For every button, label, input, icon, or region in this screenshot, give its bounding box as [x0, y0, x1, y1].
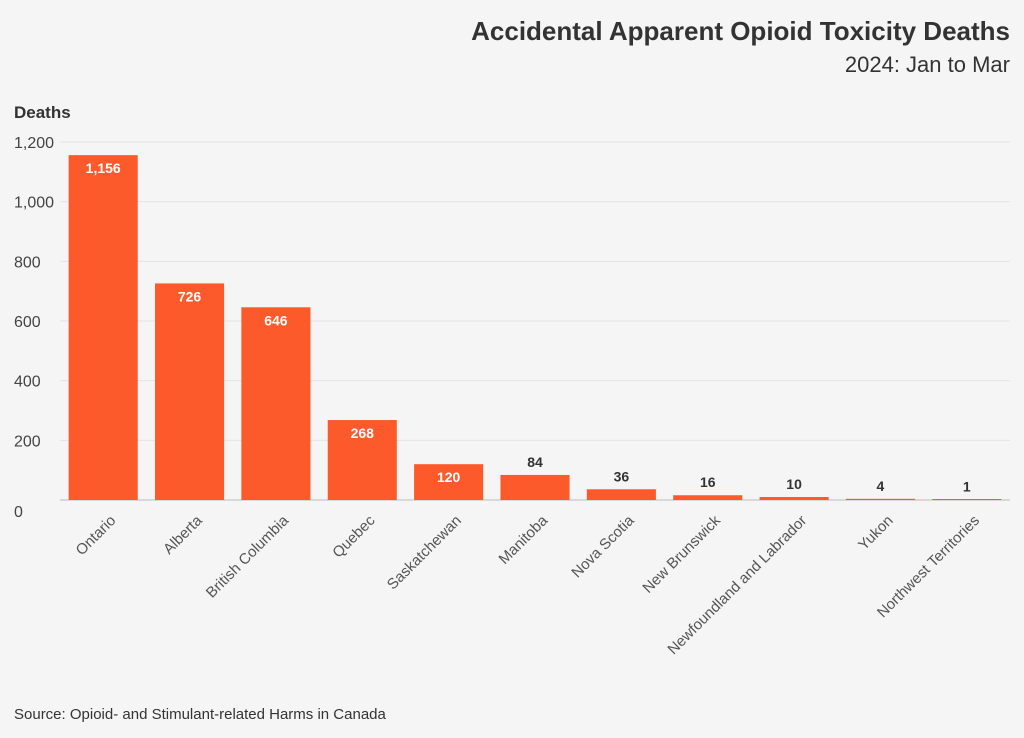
category-label: Alberta — [160, 512, 206, 558]
category-label: Newfoundland and Labrador — [664, 512, 810, 658]
y-tick-labels: 0 200 400 600 800 1,000 1,200 — [14, 135, 54, 521]
value-label: 4 — [877, 478, 885, 494]
value-label: 10 — [786, 476, 802, 492]
bar — [68, 155, 138, 501]
y-axis-label: Deaths — [14, 103, 71, 122]
value-label: 646 — [264, 312, 288, 328]
chart-title: Accidental Apparent Opioid Toxicity Deat… — [471, 16, 1010, 46]
category-label: Saskatchewan — [384, 512, 465, 593]
value-label: 726 — [178, 288, 202, 304]
value-label: 120 — [437, 469, 461, 485]
y-tick-label: 200 — [14, 433, 41, 450]
bar — [500, 474, 570, 500]
value-label: 16 — [700, 474, 716, 490]
value-labels: 1,156 726 646 268 120 84 36 16 10 4 1 — [86, 160, 971, 495]
y-tick-label: 0 — [14, 504, 23, 521]
y-tick-label: 800 — [14, 254, 41, 271]
y-tick-label: 600 — [14, 314, 41, 331]
value-label: 1 — [963, 479, 971, 495]
value-label: 84 — [527, 454, 543, 470]
category-label: Quebec — [329, 512, 379, 562]
value-label: 1,156 — [86, 160, 121, 176]
bars — [68, 155, 1002, 501]
category-label: New Brunswick — [639, 512, 724, 597]
value-label: 36 — [614, 468, 630, 484]
bar — [932, 499, 1002, 500]
y-tick-label: 1,200 — [14, 135, 54, 152]
category-label: Yukon — [855, 512, 897, 554]
y-tick-label: 400 — [14, 374, 41, 391]
bar — [155, 283, 225, 500]
bar — [586, 489, 656, 500]
bar — [759, 497, 829, 500]
source-note: Source: Opioid- and Stimulant-related Ha… — [14, 706, 386, 723]
category-label: Ontario — [73, 512, 120, 559]
category-label: Manitoba — [496, 512, 552, 568]
bar — [845, 498, 915, 500]
bar — [673, 495, 743, 500]
category-label: Nova Scotia — [568, 512, 638, 582]
bar — [241, 307, 311, 500]
bar — [327, 420, 397, 500]
value-label: 268 — [351, 425, 375, 441]
category-label: British Columbia — [203, 512, 293, 602]
y-tick-label: 1,000 — [14, 195, 54, 212]
chart-subtitle: 2024: Jan to Mar — [844, 52, 1010, 77]
bar — [414, 464, 484, 500]
